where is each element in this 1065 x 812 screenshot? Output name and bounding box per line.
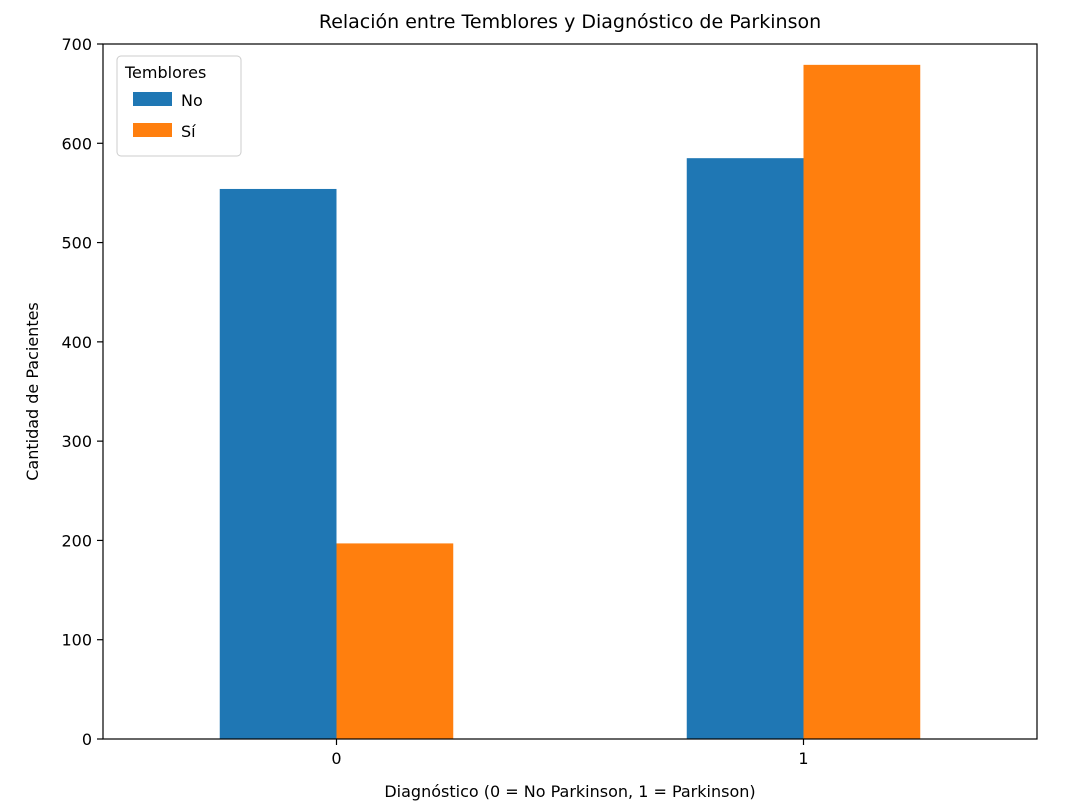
y-tick-label: 600 xyxy=(61,134,92,153)
y-tick-label: 500 xyxy=(61,234,92,253)
x-axis-title: Diagnóstico (0 = No Parkinson, 1 = Parki… xyxy=(384,782,755,801)
legend: Temblores No Sí xyxy=(116,55,242,157)
legend-label: No xyxy=(181,91,203,110)
bar-No-1 xyxy=(686,158,804,739)
y-tick-label: 100 xyxy=(61,631,92,650)
legend-label: Sí xyxy=(181,122,196,141)
x-tick-label: 0 xyxy=(331,749,341,768)
y-tick-label: 0 xyxy=(82,730,92,749)
bar-Sí-1 xyxy=(803,64,921,740)
bars-layer xyxy=(219,64,921,740)
y-tick-label: 400 xyxy=(61,333,92,352)
y-tick-label: 200 xyxy=(61,531,92,550)
y-axis-title: Cantidad de Pacientes xyxy=(23,302,42,481)
legend-title: Temblores xyxy=(124,63,206,82)
bar-No-0 xyxy=(219,188,337,739)
y-tick-label: 700 xyxy=(61,35,92,54)
y-tick-label: 300 xyxy=(61,432,92,451)
axes-layer: 0 100 200 300 400 500 600 700 0 1 xyxy=(61,35,1038,768)
bar-Sí-0 xyxy=(336,543,454,739)
legend-swatch xyxy=(133,92,172,106)
plot-frame xyxy=(102,43,1038,740)
x-tick-label: 1 xyxy=(798,749,808,768)
chart-title: Relación entre Temblores y Diagnóstico d… xyxy=(319,11,821,33)
legend-swatch xyxy=(133,123,172,137)
